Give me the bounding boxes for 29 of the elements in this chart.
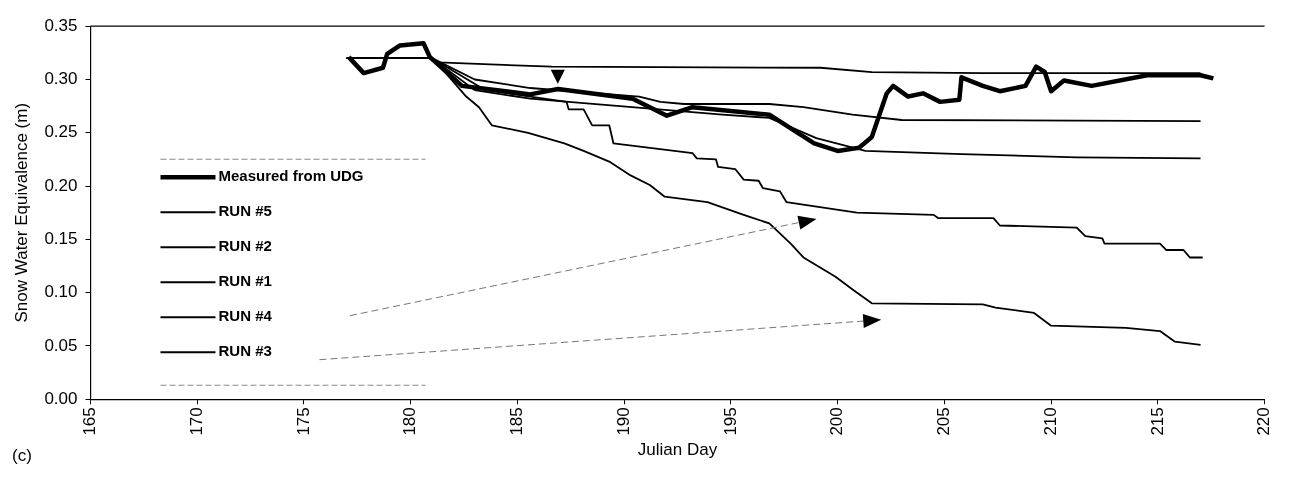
y-axis-title: Snow Water Equivalence (m) xyxy=(11,102,31,323)
x-tick-label: 175 xyxy=(293,407,313,436)
x-tick-label: 180 xyxy=(400,407,420,436)
x-tick-label: 190 xyxy=(613,407,633,436)
y-tick-label: 0.00 xyxy=(44,388,78,408)
x-tick-label: 205 xyxy=(934,407,954,436)
x-axis-title: Julian Day xyxy=(637,440,718,460)
legend-label: RUN #5 xyxy=(218,202,272,220)
x-tick-label: 170 xyxy=(186,407,206,436)
x-tick-label: 165 xyxy=(80,407,100,436)
legend-label: RUN #3 xyxy=(218,342,272,360)
y-tick-label: 0.05 xyxy=(44,335,78,355)
legend-label: RUN #4 xyxy=(218,307,273,325)
text: (c) xyxy=(12,446,32,466)
x-tick-label: 210 xyxy=(1040,407,1060,436)
x-tick-label: 220 xyxy=(1254,407,1274,436)
legend-label: RUN #2 xyxy=(218,237,272,255)
y-tick-label: 0.30 xyxy=(44,69,78,89)
x-tick-label: 195 xyxy=(720,407,740,436)
y-tick-label: 0.20 xyxy=(44,175,78,195)
x-tick-label: 200 xyxy=(827,407,847,436)
x-tick-label: 185 xyxy=(507,407,527,436)
y-tick-label: 0.35 xyxy=(44,15,78,35)
legend-label: RUN #1 xyxy=(218,272,272,290)
y-tick-label: 0.15 xyxy=(44,229,78,249)
y-tick-label: 0.25 xyxy=(44,122,78,142)
legend-label: Measured from UDG xyxy=(218,167,364,185)
y-tick-label: 0.10 xyxy=(44,282,78,302)
x-tick-label: 215 xyxy=(1147,407,1167,436)
